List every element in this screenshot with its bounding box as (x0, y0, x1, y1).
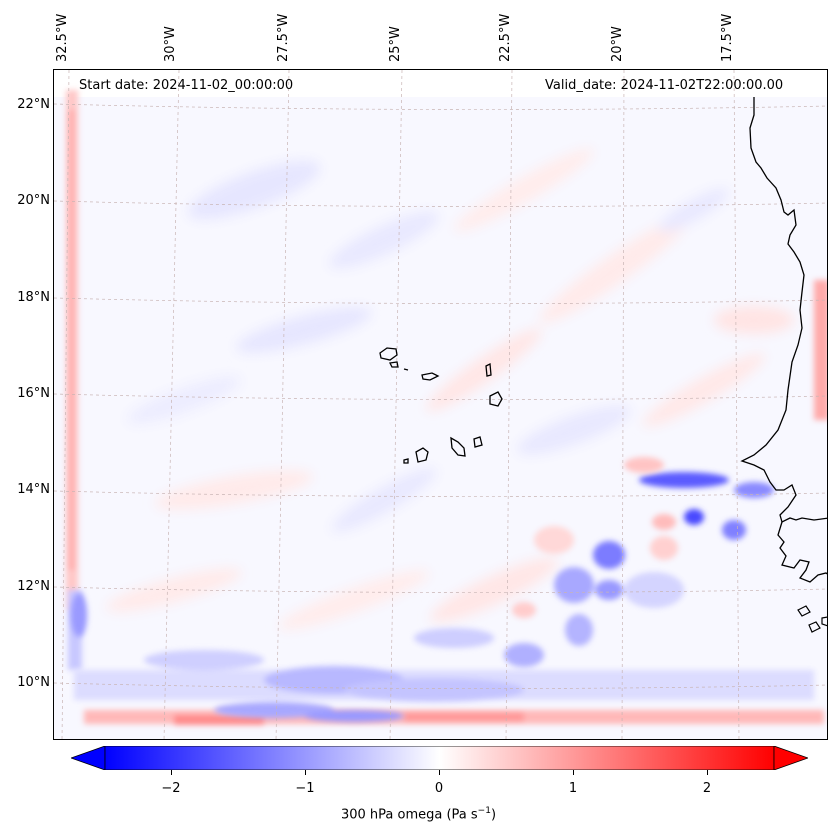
colorbar (71, 746, 808, 770)
colorbar-min-extension (71, 746, 106, 770)
lon-label-22-5w: 22.5°W (498, 13, 513, 62)
lat-label-18n: 18°N (17, 290, 50, 305)
start-date-label: Start date: 2024-11-02_00:00:00 (79, 78, 294, 93)
colorbar-label-exponent: −1 (477, 806, 491, 816)
colorbar-tick-label-1: 1 (568, 781, 578, 796)
lon-label-27-5w: 27.5°W (276, 13, 291, 62)
colorbar-tick-neg2 (171, 770, 172, 775)
cape-verde-islands (379, 347, 503, 464)
southern-blue-band (71, 472, 814, 722)
colorbar-max-extension (773, 746, 808, 770)
colorbar-gradient (104, 746, 775, 770)
lon-label-20w: 20°W (610, 26, 625, 62)
lon-label-17-5w: 17.5°W (720, 13, 735, 62)
colorbar-label: 300 hPa omega (Pa s−1) (0, 806, 837, 822)
omega-field-map (54, 70, 827, 739)
colorbar-tick-label-neg1: −1 (295, 781, 315, 796)
lon-label-25w: 25°W (388, 26, 403, 62)
colorbar-tick-0 (439, 770, 440, 775)
header-strip (54, 70, 827, 97)
bijagos-islands (797, 605, 827, 633)
colorbar-tick-2 (707, 770, 708, 775)
lat-label-10n: 10°N (17, 675, 50, 690)
map-panel[interactable] (53, 69, 828, 740)
lon-label-30w: 30°W (163, 26, 178, 62)
colorbar-label-close: ) (490, 807, 497, 823)
senegal-gambia-coast (777, 521, 827, 583)
colorbar-tick-label-0: 0 (434, 781, 444, 796)
lat-label-12n: 12°N (17, 579, 50, 594)
lat-label-22n: 22°N (17, 97, 50, 112)
colorbar-tick-1 (573, 770, 574, 775)
lat-label-16n: 16°N (17, 386, 50, 401)
lat-label-14n: 14°N (17, 482, 50, 497)
colorbar-tick-label-neg2: −2 (161, 781, 181, 796)
lat-label-20n: 20°N (17, 193, 50, 208)
colorbar-tick-label-2: 2 (702, 781, 712, 796)
african-coastline (740, 97, 827, 523)
lon-label-32-5w: 32.5°W (55, 13, 70, 62)
colorbar-label-text: 300 hPa omega (Pa s (340, 807, 478, 823)
weak-patches (106, 148, 794, 630)
southern-red-cells (512, 457, 678, 618)
colorbar-tick-neg1 (305, 770, 306, 775)
valid-date-label: Valid_date: 2024-11-02T22:00:00.00 (545, 78, 784, 93)
graticule (54, 70, 827, 739)
